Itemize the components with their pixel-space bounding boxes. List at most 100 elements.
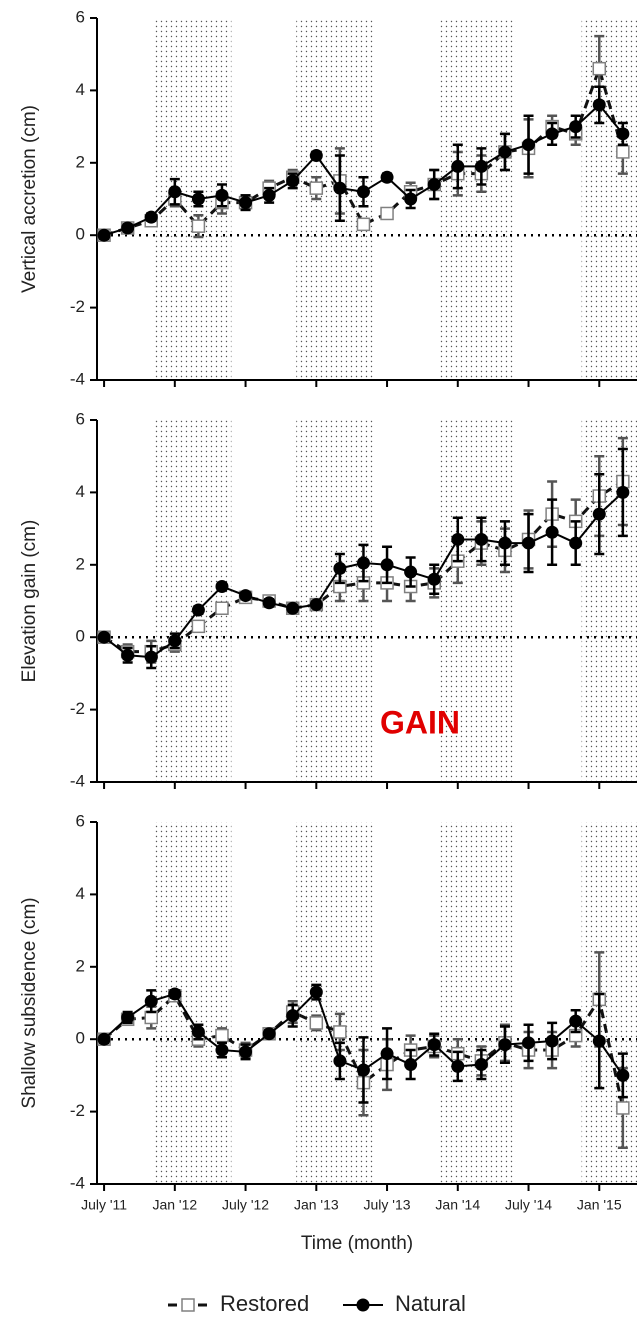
marker [333,561,347,575]
y-tick-label: 2 [76,554,85,573]
y-tick-label: 0 [76,627,85,646]
marker [498,536,512,550]
series-line [103,993,625,1109]
marker [592,61,607,76]
marker [333,1025,347,1039]
x-tick-label: Jan '14 [435,1197,480,1213]
x-tick-label: Jan '12 [152,1197,197,1213]
marker [215,188,229,202]
marker [404,1058,418,1072]
marker [121,1010,135,1024]
marker [191,219,206,233]
marker [380,206,394,221]
marker [616,145,630,159]
marker [144,210,158,224]
y-tick-label: 4 [76,884,85,903]
marker [215,1043,229,1057]
y-tick-label: -2 [70,1101,85,1120]
marker [191,603,205,617]
marker [592,98,606,112]
marker [404,565,418,579]
y-tick-label: -4 [70,369,85,388]
marker [215,1028,229,1043]
shaded-period [437,18,516,380]
marker [262,1027,276,1041]
marker [333,181,347,195]
marker [545,127,559,141]
shaded-period [437,822,516,1184]
marker [451,532,465,546]
marker [309,1016,324,1030]
marker [97,228,111,242]
marker [592,507,606,521]
marker [522,1036,536,1050]
y-tick-label: -2 [70,699,85,718]
marker [427,1038,441,1052]
marker [616,1068,630,1082]
marker [309,598,323,612]
marker [309,181,324,195]
marker [427,178,441,192]
y-axis-title: Elevation gain (cm) [19,520,40,683]
marker [451,159,465,173]
shaded-period [581,822,637,1184]
marker [239,1045,253,1059]
marker [592,1034,606,1048]
marker [121,648,135,662]
marker [262,596,276,610]
x-tick-label: Jan '13 [294,1197,339,1213]
marker [168,987,182,1001]
x-tick-label: July '11 [81,1197,127,1213]
marker [356,556,370,570]
shaded-period [153,420,232,782]
marker [451,1059,465,1073]
y-tick-label: 6 [76,7,85,26]
marker [427,572,441,586]
marker [356,1063,370,1077]
marker [545,525,559,539]
marker [569,120,583,134]
marker [498,1038,512,1052]
y-tick-label: 6 [76,811,85,830]
x-tick-label: July '13 [364,1197,411,1213]
shaded-period [581,18,637,380]
marker [215,601,229,615]
marker [356,217,371,232]
marker [309,149,323,163]
y-tick-label: -2 [70,297,85,316]
marker [286,1009,300,1023]
marker [191,1025,205,1039]
marker [616,485,630,499]
y-axis-title: Vertical accretion (cm) [19,105,40,293]
y-tick-label: -4 [70,771,85,790]
marker [404,192,418,206]
marker [168,634,182,648]
marker [569,1014,583,1028]
marker [262,188,276,202]
marker [498,145,512,159]
marker [545,1034,559,1048]
x-tick-label: July '12 [222,1197,269,1213]
y-tick-label: 4 [76,482,85,501]
marker [522,536,536,550]
series [97,447,630,670]
legend-marker [356,1298,370,1312]
marker [286,174,300,188]
marker [616,1101,630,1115]
marker [309,985,323,999]
marker [380,1047,394,1061]
y-tick-label: 0 [76,1029,85,1048]
marker [121,221,135,235]
marker [474,1058,488,1072]
series [97,85,630,242]
marker [144,650,158,664]
marker [144,994,158,1008]
x-axis-title: Time (month) [301,1233,413,1254]
y-tick-label: 2 [76,152,85,171]
shaded-period [296,822,375,1184]
legend-label: Restored [220,1291,309,1316]
y-tick-label: 0 [76,225,85,244]
shaded-period [296,18,375,380]
marker [356,185,370,199]
